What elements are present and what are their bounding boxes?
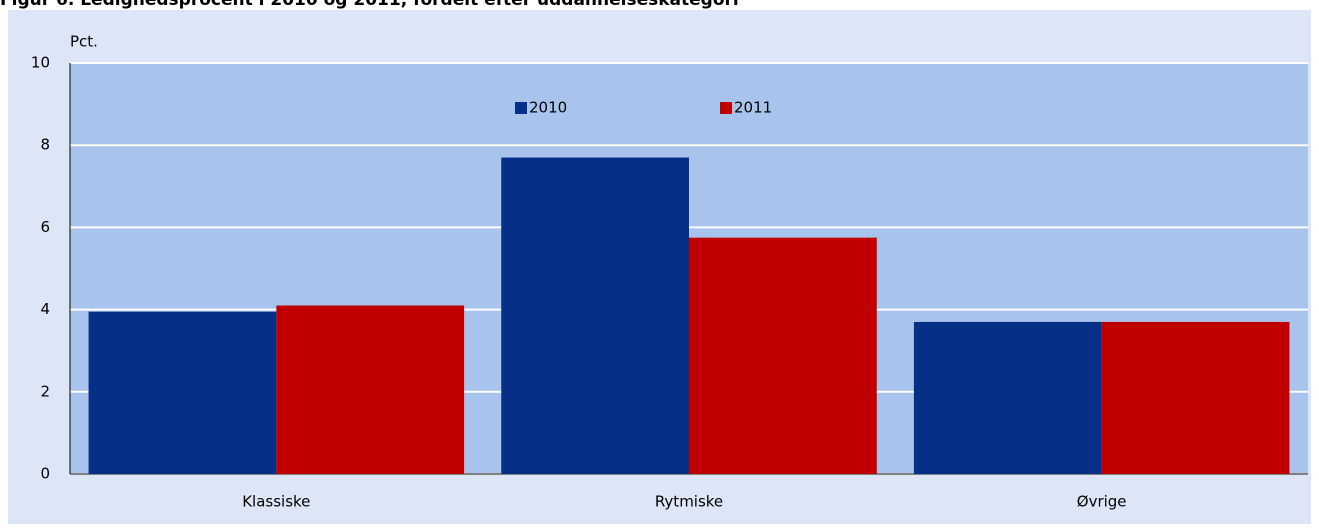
y-axis-label: Pct. [70, 33, 98, 51]
x-tick-label: Klassiske [242, 493, 310, 511]
y-tick-label: 4 [40, 300, 50, 318]
bar [501, 157, 689, 474]
x-tick-label: Øvrige [1077, 493, 1127, 511]
bar [1101, 321, 1290, 474]
bar [689, 237, 877, 474]
legend-swatch [515, 102, 527, 114]
y-tick-label: 2 [40, 382, 50, 400]
x-tick-label: Rytmiske [655, 493, 723, 511]
bar [276, 305, 465, 474]
bar [88, 311, 277, 474]
y-tick-label: 10 [31, 54, 50, 72]
legend-label: 2010 [529, 99, 567, 117]
bar [913, 321, 1102, 474]
chart-title: Figur 6. Ledighedsprocent i 2010 og 2011… [0, 0, 739, 10]
legend-label: 2011 [734, 99, 772, 117]
y-tick-label: 8 [40, 136, 50, 154]
y-tick-label: 6 [40, 218, 50, 236]
y-tick-label: 0 [40, 465, 50, 483]
legend-swatch [720, 102, 732, 114]
